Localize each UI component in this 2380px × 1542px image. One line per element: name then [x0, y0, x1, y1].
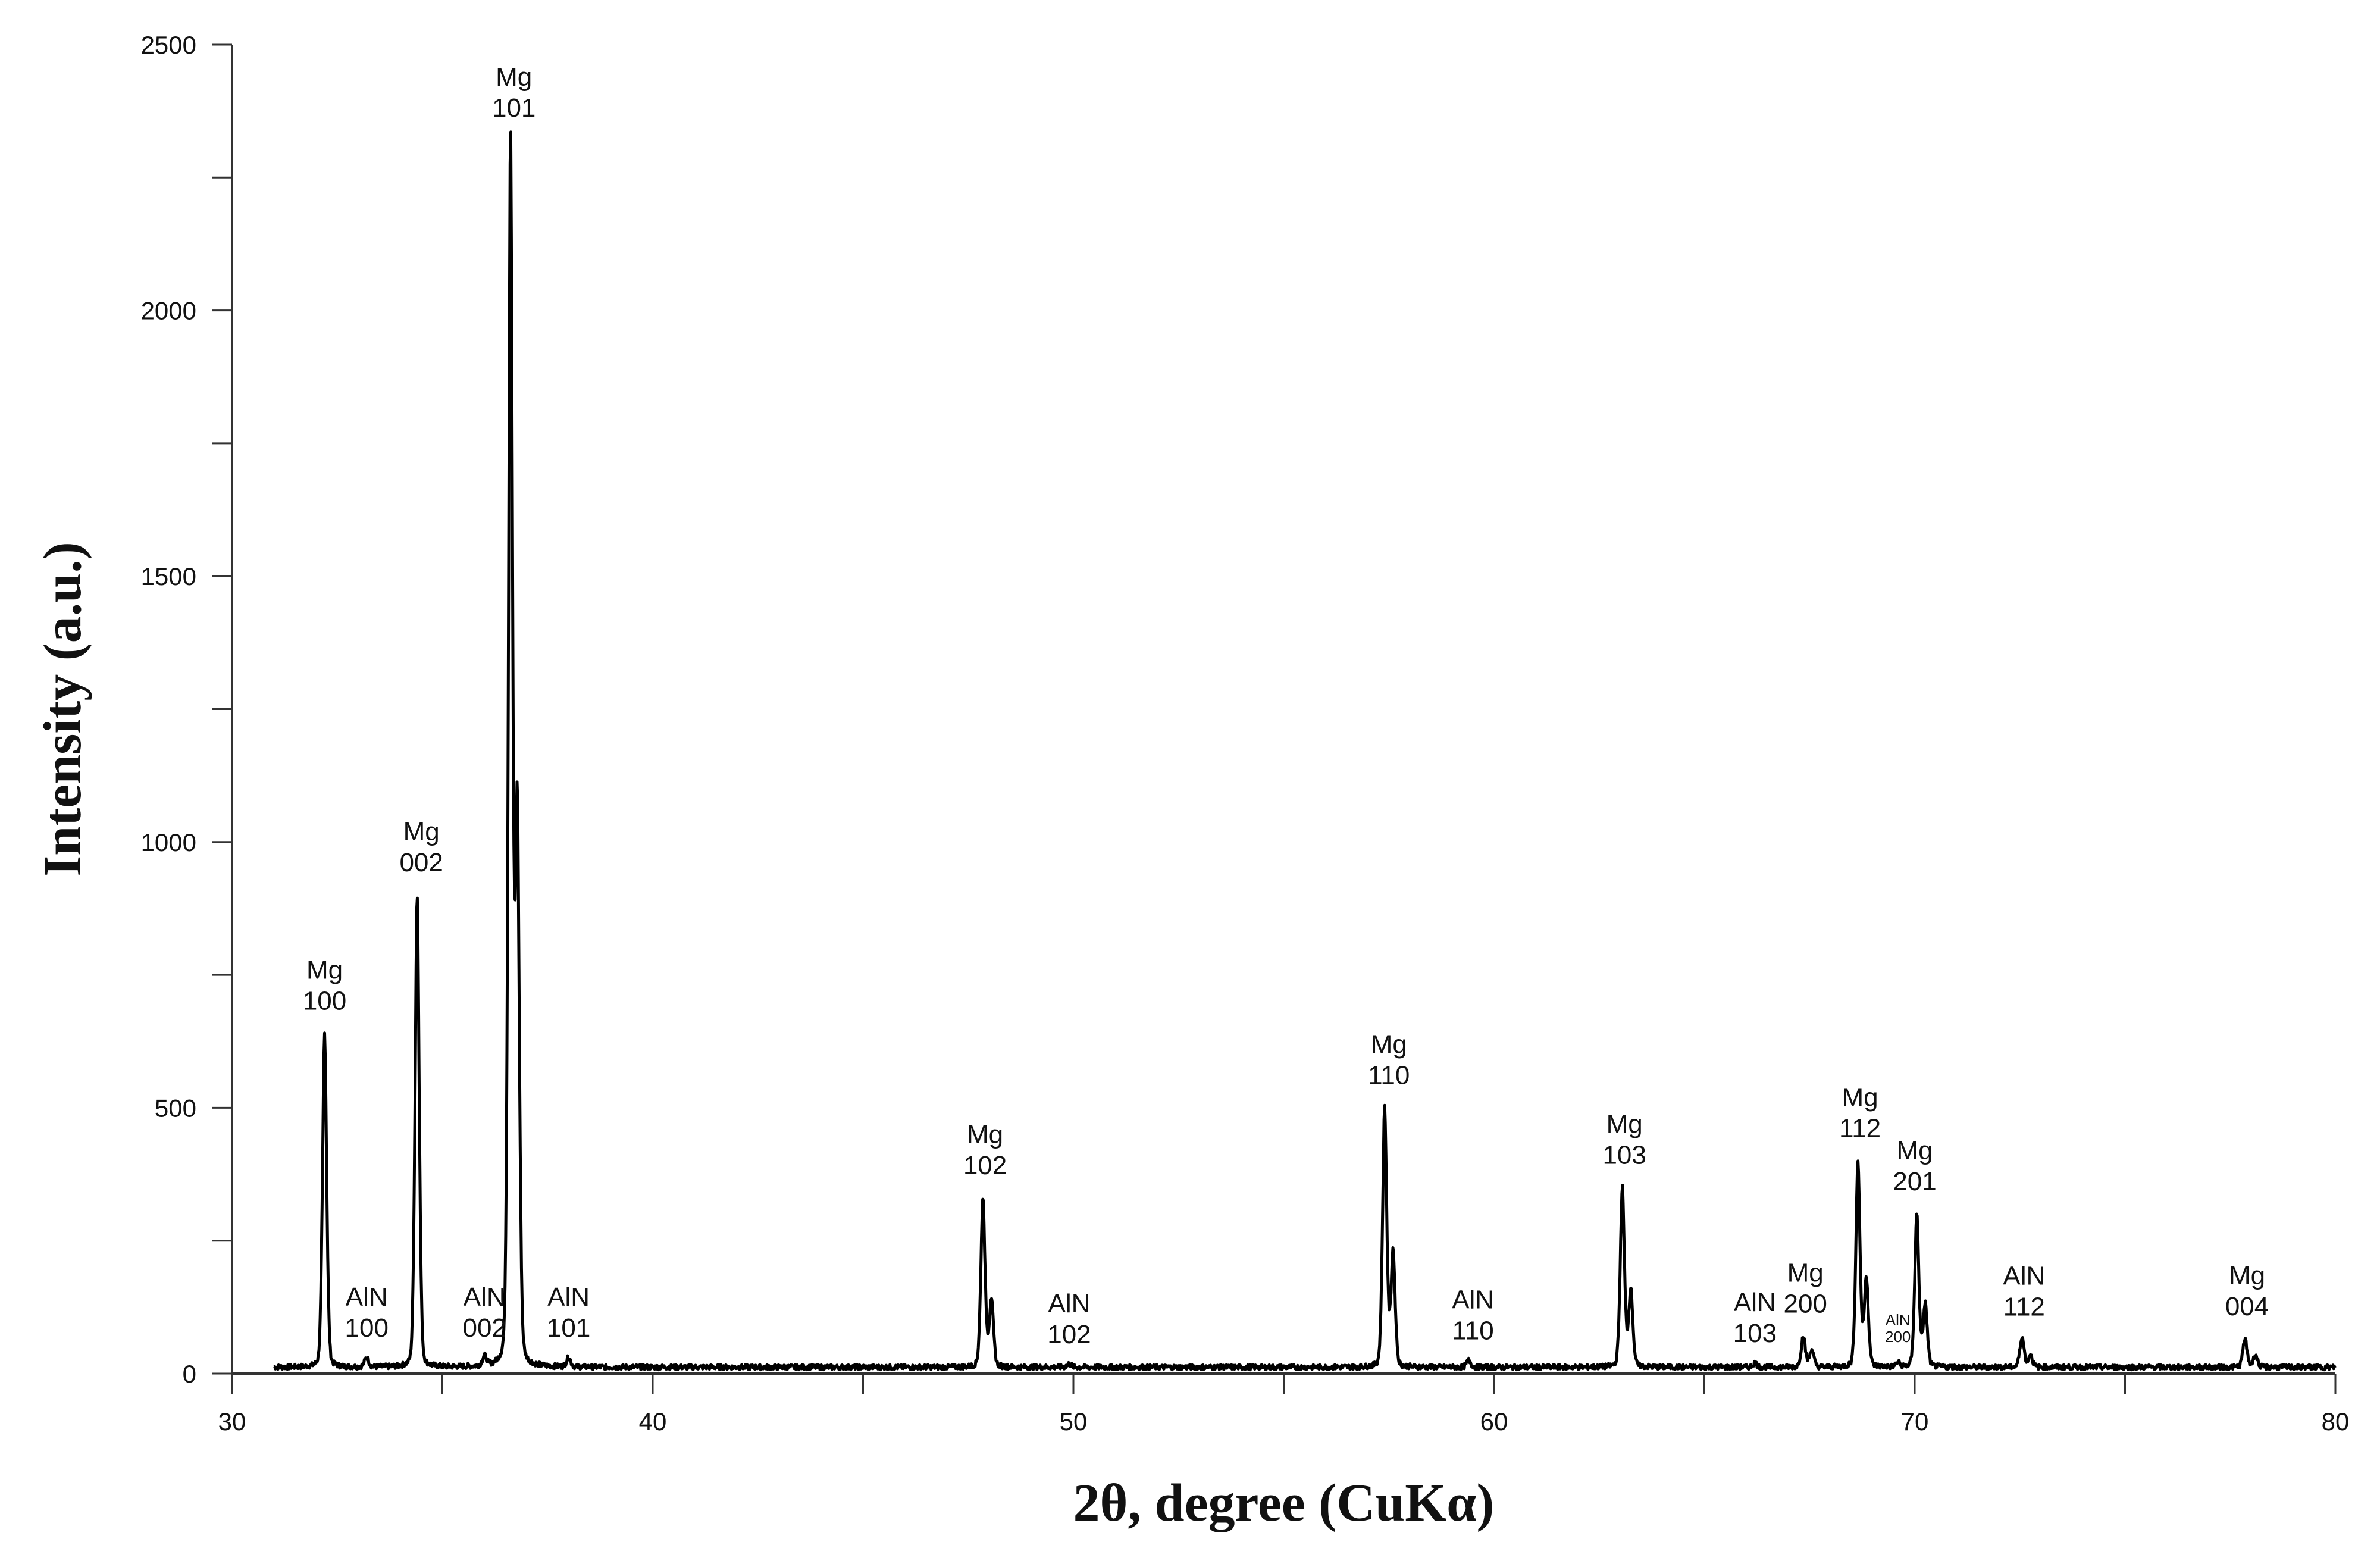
- peak-phase-label: AlN: [547, 1283, 590, 1312]
- peak-phase-label: Mg: [967, 1120, 1003, 1149]
- peak-hkl-label: 201: [1893, 1167, 1936, 1196]
- x-tick-label: 60: [1480, 1407, 1508, 1435]
- peak-phase-label: Mg: [1371, 1030, 1407, 1059]
- peak-hkl-label: 002: [462, 1313, 506, 1343]
- x-tick-label: 30: [218, 1407, 246, 1435]
- peak-hkl-label: 004: [2225, 1292, 2269, 1321]
- peak-phase-label: AlN: [1048, 1289, 1090, 1318]
- peak-hkl-label: 102: [963, 1151, 1007, 1180]
- peak-hkl-label: 110: [1368, 1061, 1410, 1090]
- peak-phase-label: AlN: [464, 1283, 506, 1312]
- peak-hkl-label: 103: [1733, 1319, 1777, 1348]
- x-tick-label: 80: [2322, 1407, 2350, 1435]
- peak-hkl-label: 110: [1452, 1316, 1494, 1346]
- peak-hkl-label: 002: [399, 848, 443, 877]
- y-tick-label: 2500: [141, 31, 196, 59]
- x-tick-label: 40: [639, 1407, 667, 1435]
- peak-hkl-label: 200: [1783, 1289, 1827, 1318]
- ticks: 0 500 1000 1500 2000 2500 30 40 50 60 70 80: [141, 31, 2350, 1435]
- peak-phase-label: Mg: [1896, 1136, 1933, 1165]
- peak-phase-label: Mg: [306, 955, 343, 984]
- peak-hkl-label: 102: [1047, 1320, 1091, 1349]
- peak-phase-label: Mg: [1606, 1109, 1643, 1138]
- peak-phase-label: AlN: [2003, 1261, 2045, 1290]
- peak-hkl-label: 101: [492, 93, 536, 123]
- peak-hkl-label: 101: [547, 1313, 590, 1343]
- peak-phase-label: Mg: [1787, 1258, 1824, 1287]
- y-tick-label: 1500: [141, 562, 196, 590]
- diffraction-pattern-line: [273, 130, 2337, 1372]
- peak-hkl-label: 100: [303, 986, 346, 1015]
- peak-phase-label: Mg: [2229, 1261, 2265, 1290]
- peak-hkl-label: 112: [2003, 1292, 2045, 1321]
- peak-hkl-label: 103: [1602, 1140, 1646, 1169]
- peak-labels: Mg100AlN100Mg002AlN002Mg101AlN101Mg102Al…: [303, 62, 2269, 1349]
- peak-phase-label: Mg: [496, 62, 532, 92]
- peak-phase-label: AlN: [1886, 1311, 1911, 1329]
- peak-phase-label: AlN: [346, 1283, 388, 1312]
- peak-hkl-label: 200: [1885, 1328, 1911, 1346]
- x-axis-title: 2θ, degree (CuKα): [1073, 1474, 1495, 1532]
- peak-hkl-label: 100: [345, 1313, 389, 1343]
- y-axis-title: Intensity (a.u.): [33, 542, 92, 877]
- y-tick-label: 500: [155, 1094, 196, 1122]
- x-tick-label: 70: [1901, 1407, 1929, 1435]
- peak-phase-label: Mg: [1842, 1083, 1878, 1112]
- peak-hkl-label: 112: [1839, 1114, 1881, 1143]
- peak-phase-label: AlN: [1452, 1285, 1494, 1315]
- y-tick-label: 1000: [141, 828, 196, 856]
- axes: [231, 45, 2335, 1375]
- peak-phase-label: Mg: [403, 817, 440, 846]
- y-tick-label: 2000: [141, 297, 196, 325]
- x-tick-label: 50: [1060, 1407, 1088, 1435]
- y-tick-label: 0: [183, 1360, 196, 1388]
- peak-phase-label: AlN: [1734, 1288, 1776, 1317]
